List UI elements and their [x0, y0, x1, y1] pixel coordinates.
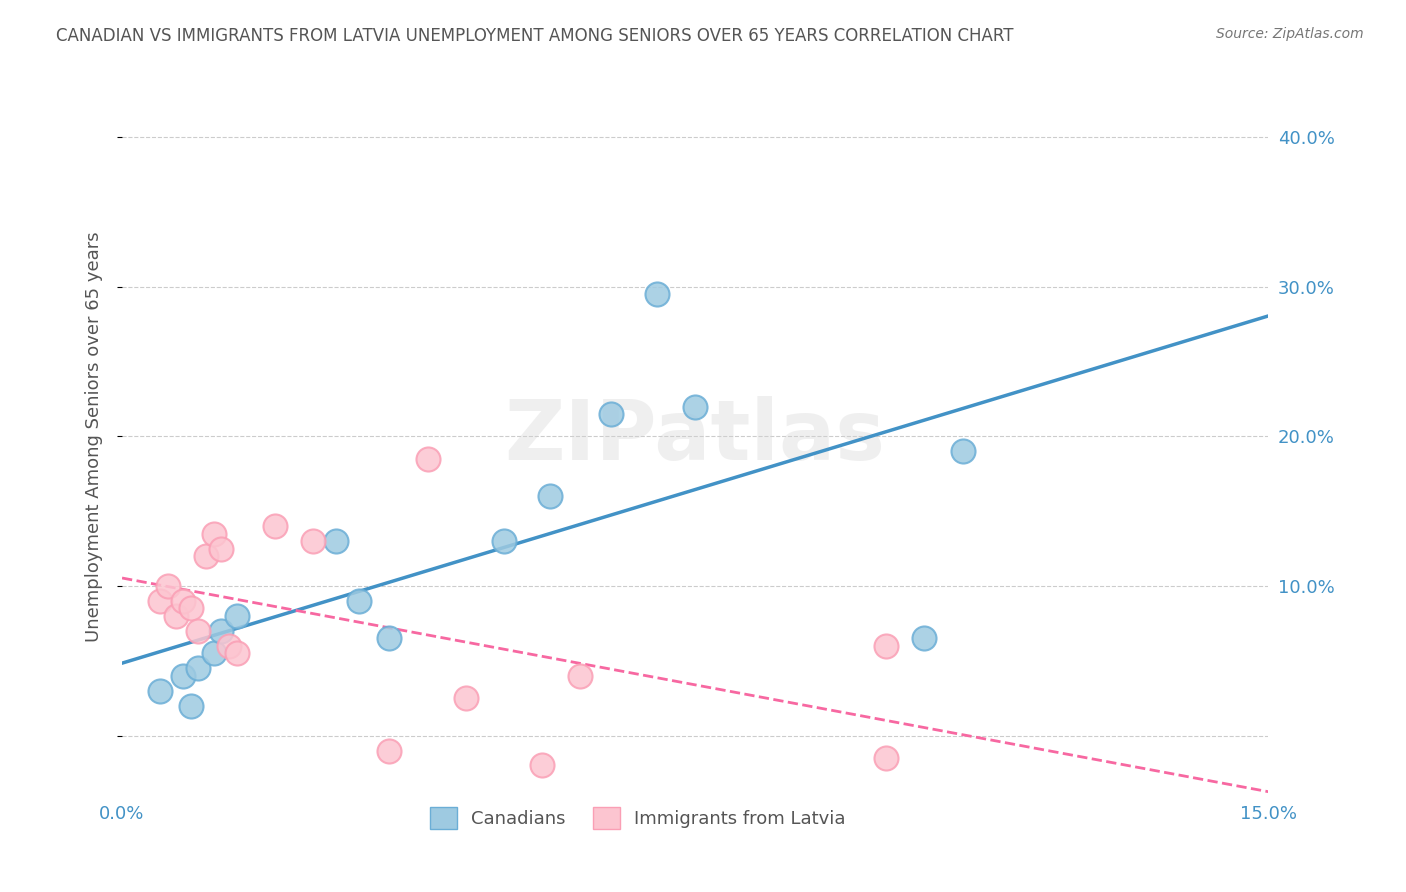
Text: CANADIAN VS IMMIGRANTS FROM LATVIA UNEMPLOYMENT AMONG SENIORS OVER 65 YEARS CORR: CANADIAN VS IMMIGRANTS FROM LATVIA UNEMP…	[56, 27, 1014, 45]
Point	[683, 400, 706, 414]
Point	[172, 669, 194, 683]
Point	[263, 519, 285, 533]
Point	[209, 624, 232, 638]
Point	[454, 691, 477, 706]
Point	[195, 549, 218, 563]
Point	[538, 489, 561, 503]
Text: ZIPatlas: ZIPatlas	[505, 396, 886, 477]
Point	[156, 579, 179, 593]
Point	[180, 698, 202, 713]
Point	[378, 632, 401, 646]
Point	[416, 451, 439, 466]
Point	[209, 541, 232, 556]
Point	[378, 743, 401, 757]
Point	[202, 646, 225, 660]
Point	[172, 594, 194, 608]
Point	[952, 444, 974, 458]
Point	[494, 534, 516, 549]
Point	[225, 646, 247, 660]
Point	[149, 683, 172, 698]
Point	[569, 669, 592, 683]
Point	[325, 534, 347, 549]
Point	[645, 287, 668, 301]
Point	[347, 594, 370, 608]
Point	[875, 639, 897, 653]
Point	[180, 601, 202, 615]
Point	[600, 407, 623, 421]
Point	[149, 594, 172, 608]
Legend: Canadians, Immigrants from Latvia: Canadians, Immigrants from Latvia	[415, 793, 860, 844]
Point	[302, 534, 325, 549]
Point	[912, 632, 935, 646]
Point	[218, 639, 240, 653]
Point	[875, 751, 897, 765]
Point	[202, 526, 225, 541]
Point	[165, 608, 187, 623]
Point	[187, 661, 209, 675]
Y-axis label: Unemployment Among Seniors over 65 years: Unemployment Among Seniors over 65 years	[86, 231, 103, 641]
Point	[225, 608, 247, 623]
Text: Source: ZipAtlas.com: Source: ZipAtlas.com	[1216, 27, 1364, 41]
Point	[531, 758, 554, 772]
Point	[187, 624, 209, 638]
